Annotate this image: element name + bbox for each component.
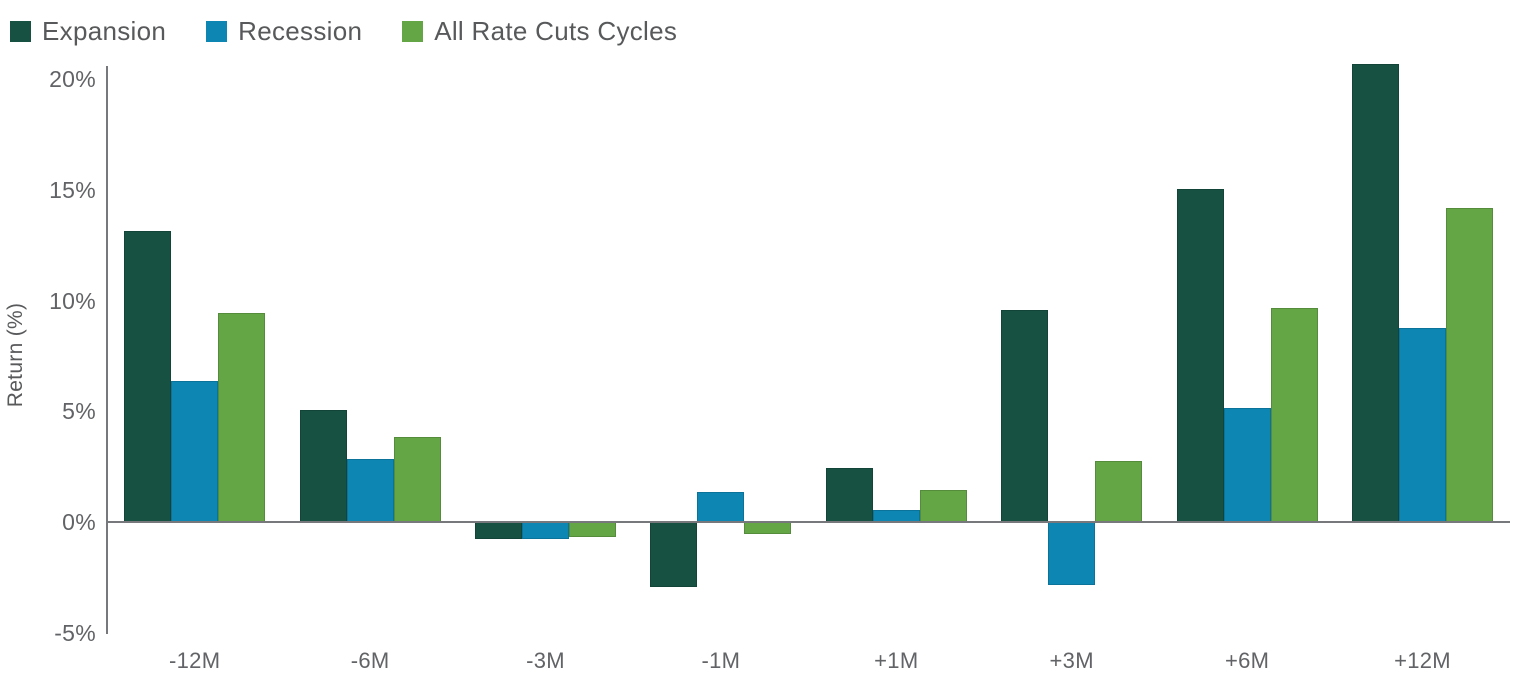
bar-expansion-p3m (1001, 310, 1049, 523)
bar-recession-p3m (1048, 521, 1096, 586)
legend-item-recession: Recession (206, 16, 362, 47)
y-axis-title: Return (%) (4, 302, 27, 408)
y-axis-line (106, 66, 108, 634)
bar-all-rate-cuts-cycles-p3m (1095, 460, 1143, 523)
y-tick-label: 15% (49, 176, 96, 203)
legend-label-expansion: Expansion (42, 16, 167, 46)
bar-expansion-p6m (1176, 188, 1224, 523)
bar-recession-p6m (1223, 407, 1271, 523)
legend: Expansion Recession All Rate Cuts Cycles (10, 16, 677, 47)
bar-expansion-p1m (825, 467, 873, 523)
bar-all-rate-cuts-cycles-p1m (919, 489, 967, 523)
bar-expansion-m12m (124, 230, 172, 523)
x-tick-label: -1M (701, 648, 741, 673)
legend-label-recession: Recession (238, 16, 363, 46)
x-tick-label: -6M (350, 648, 390, 673)
y-tick-label: -5% (54, 619, 96, 646)
bar-recession-m6m (346, 458, 394, 523)
legend-item-expansion: Expansion (10, 16, 166, 47)
x-axis-line (106, 521, 1510, 523)
x-tick-label: -3M (526, 648, 565, 673)
y-tick-label: 10% (49, 287, 96, 314)
recession-swatch-icon (206, 21, 228, 42)
bar-all-rate-cuts-cycles-p12m (1446, 208, 1493, 523)
bar-recession-m12m (171, 381, 219, 523)
legend-item-all-rate-cuts: All Rate Cuts Cycles (402, 16, 677, 47)
bar-recession-m1m (697, 491, 745, 523)
bar-recession-p12m (1399, 328, 1446, 523)
bar-expansion-p12m (1352, 64, 1399, 523)
bar-expansion-m6m (299, 410, 347, 523)
x-tick-label: +3M (1049, 648, 1094, 673)
bar-all-rate-cuts-cycles-m12m (218, 312, 266, 523)
x-tick-label: -12M (169, 648, 221, 673)
bar-recession-m3m (522, 521, 569, 539)
all-rate-cuts-swatch-icon (402, 21, 424, 42)
y-tick-label: 20% (49, 66, 96, 92)
legend-label-all-rate-cuts: All Rate Cuts Cycles (434, 16, 678, 46)
x-tick-label: +6M (1224, 648, 1270, 673)
bar-all-rate-cuts-cycles-p6m (1270, 308, 1318, 523)
bar-expansion-m3m (475, 521, 522, 539)
bar-all-rate-cuts-cycles-m6m (393, 436, 441, 523)
x-tick-label: +12M (1394, 648, 1451, 673)
expansion-swatch-icon (10, 21, 31, 42)
bar-all-rate-cuts-cycles-m3m (569, 521, 616, 537)
y-tick-label: 0% (62, 509, 96, 535)
x-tick-label: +1M (874, 648, 919, 673)
y-tick-label: 5% (62, 398, 96, 425)
bar-expansion-m1m (650, 521, 698, 588)
